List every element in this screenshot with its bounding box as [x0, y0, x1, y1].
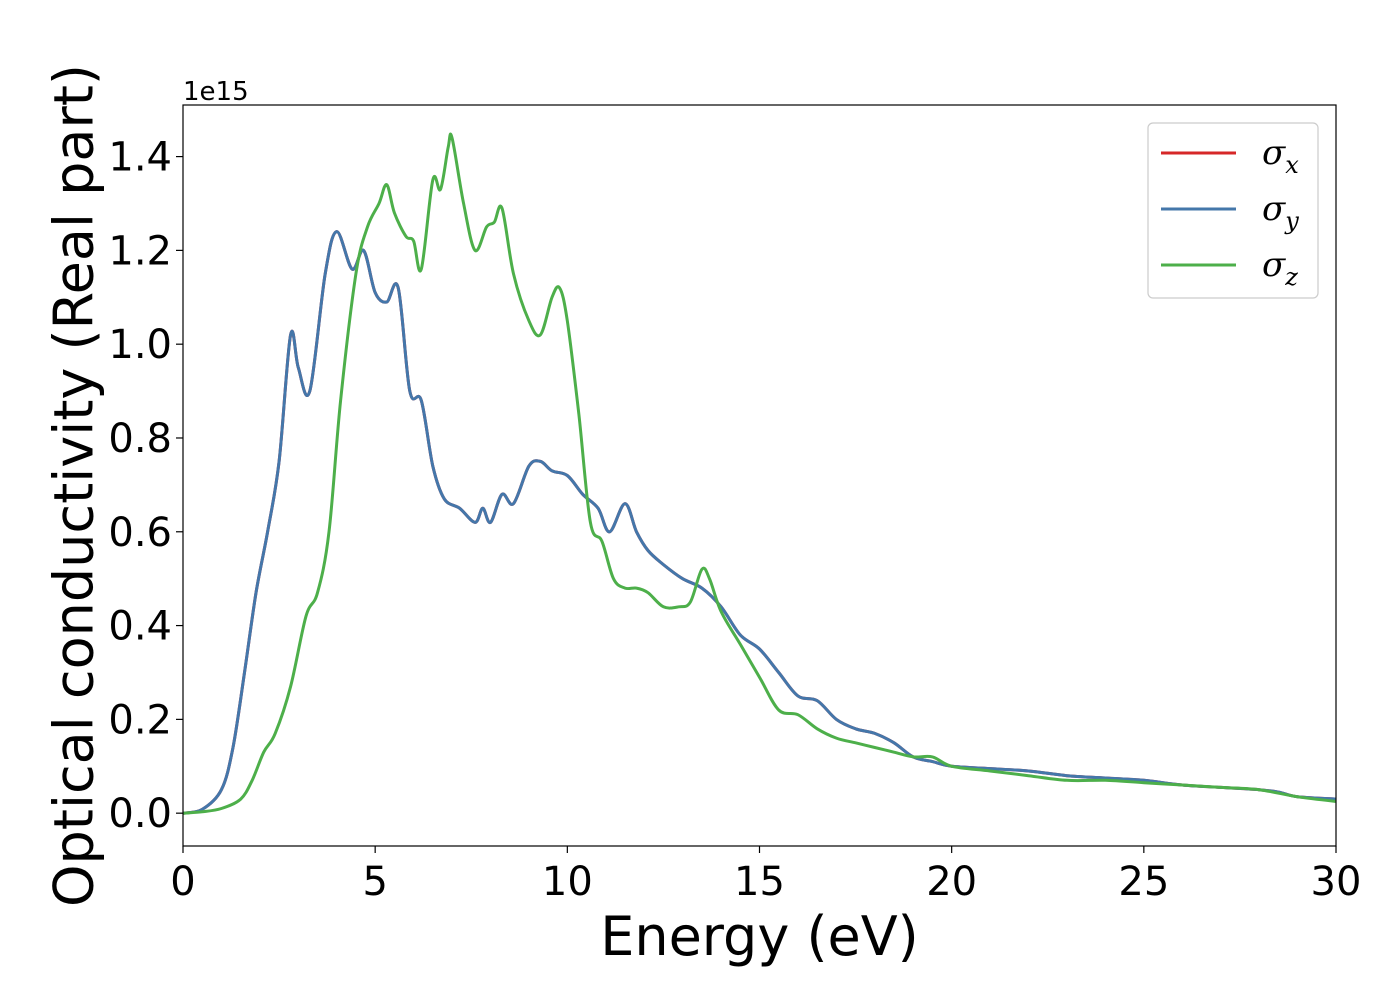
y-tick-label: 1.0	[108, 322, 172, 368]
y-axis-ticks: 0.0 0.2 0.4 0.6 0.8 1.0 1.2 1.4	[108, 135, 183, 837]
series-line-sigma-z	[182, 132, 1337, 815]
y-tick-label: 0.4	[108, 604, 172, 650]
legend-label-sigma-y: σy	[1262, 189, 1299, 235]
y-tick-label: 0.8	[108, 416, 172, 462]
y-tick-label: 0.2	[108, 697, 172, 743]
x-tick-label: 25	[1118, 859, 1169, 905]
series-lines	[182, 132, 1337, 815]
series-line-sigma-x	[182, 230, 1337, 815]
y-axis-label: Optical conductivity (Real part)	[43, 64, 106, 907]
x-tick-label: 15	[734, 859, 785, 905]
y-tick-label: 1.4	[108, 135, 172, 181]
x-tick-label: 20	[926, 859, 977, 905]
x-tick-label: 30	[1311, 859, 1362, 905]
x-tick-label: 0	[170, 859, 195, 905]
series-line-sigma-y	[182, 230, 1337, 815]
y-tick-label: 1.2	[108, 228, 172, 274]
y-tick-label: 0.0	[108, 791, 172, 837]
legend-label-sigma-x: σx	[1262, 133, 1299, 179]
x-tick-label: 10	[542, 859, 593, 905]
legend: σx σy σz	[1147, 122, 1319, 299]
legend-label-sigma-z: σz	[1262, 245, 1298, 291]
x-axis-ticks: 0 5 10 15 20 25 30	[170, 846, 1361, 905]
y-tick-label: 0.6	[108, 510, 172, 556]
y-offset-text: 1e15	[183, 77, 249, 107]
x-axis-label: Energy (eV)	[600, 905, 919, 968]
x-tick-label: 5	[362, 859, 387, 905]
